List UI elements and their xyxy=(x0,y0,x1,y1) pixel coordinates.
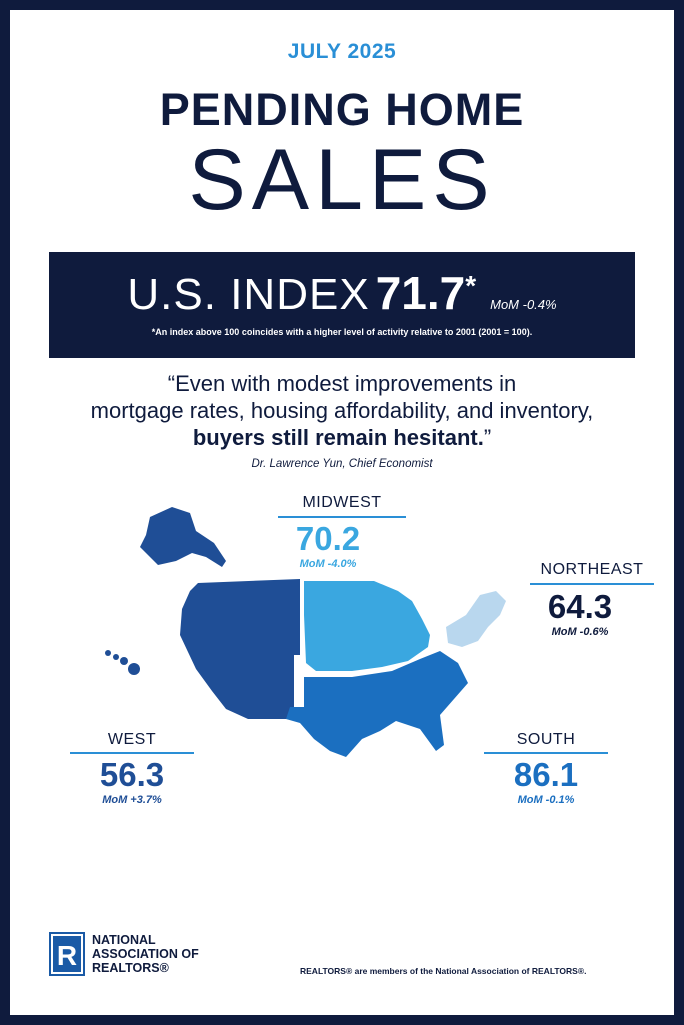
midwest-mom: MoM -4.0% xyxy=(299,558,357,570)
logo-line-2: ASSOCIATION OF xyxy=(92,947,199,961)
quote-line-3: buyers still remain hesitant. xyxy=(192,425,484,450)
title-line-1: PENDING HOME xyxy=(159,84,525,135)
us-index-row: U.S. INDEX 71.7* MoM -0.4% xyxy=(49,266,635,320)
west-mom: MoM +3.7% xyxy=(102,794,162,806)
south-region-shape xyxy=(286,651,468,757)
hawaii-shape xyxy=(105,650,140,675)
us-index-value: 71.7 xyxy=(375,267,466,319)
west-region-shape xyxy=(180,579,300,719)
realtor-logo-text: NATIONAL ASSOCIATION OF REALTORS® xyxy=(92,933,199,975)
south-mom: MoM -0.1% xyxy=(517,794,575,806)
quote-line-1: “Even with modest improvements in xyxy=(167,371,517,396)
us-index-asterisk: * xyxy=(465,270,477,301)
report-date: JULY 2025 xyxy=(287,40,397,63)
south-rule xyxy=(484,752,608,754)
us-index-footnote: *An index above 100 coincides with a hig… xyxy=(151,327,533,337)
midwest-rule xyxy=(278,516,406,518)
us-index-label: U.S. INDEX xyxy=(127,270,370,319)
midwest-label: MIDWEST xyxy=(302,494,382,511)
logo-line-1: NATIONAL xyxy=(92,933,156,947)
northeast-rule xyxy=(530,583,654,585)
midwest-region-shape xyxy=(304,581,430,671)
title-line-2: SALES xyxy=(188,132,496,228)
realtor-logo-letter: R xyxy=(57,940,77,971)
quote-close-mark: ” xyxy=(483,425,492,450)
quote-line-2: mortgage rates, housing affordability, a… xyxy=(90,398,594,423)
logo-line-3: REALTORS® xyxy=(92,961,169,975)
quote-attribution: Dr. Lawrence Yun, Chief Economist xyxy=(251,458,433,470)
realtor-logo-mark: R xyxy=(51,934,83,974)
footer-disclaimer: REALTORS® are members of the National As… xyxy=(300,966,587,976)
northeast-value: 64.3 xyxy=(547,588,613,625)
northeast-region-shape xyxy=(446,591,506,647)
west-value: 56.3 xyxy=(99,756,165,793)
south-value: 86.1 xyxy=(513,756,579,793)
economist-quote: “Even with modest improvements in mortga… xyxy=(0,370,684,451)
northeast-label: NORTHEAST xyxy=(540,561,644,578)
south-label: SOUTH xyxy=(516,731,576,748)
us-regions-map xyxy=(105,507,506,757)
alaska-shape xyxy=(140,507,226,567)
us-index-banner: U.S. INDEX 71.7* MoM -0.4% *An index above… xyxy=(49,252,635,358)
realtor-logo-icon: R xyxy=(49,932,85,976)
us-index-mom: MoM -0.4% xyxy=(490,297,557,313)
midwest-value: 70.2 xyxy=(295,520,361,557)
west-label: WEST xyxy=(107,731,157,748)
west-rule xyxy=(70,752,194,754)
northeast-mom: MoM -0.6% xyxy=(551,626,609,638)
